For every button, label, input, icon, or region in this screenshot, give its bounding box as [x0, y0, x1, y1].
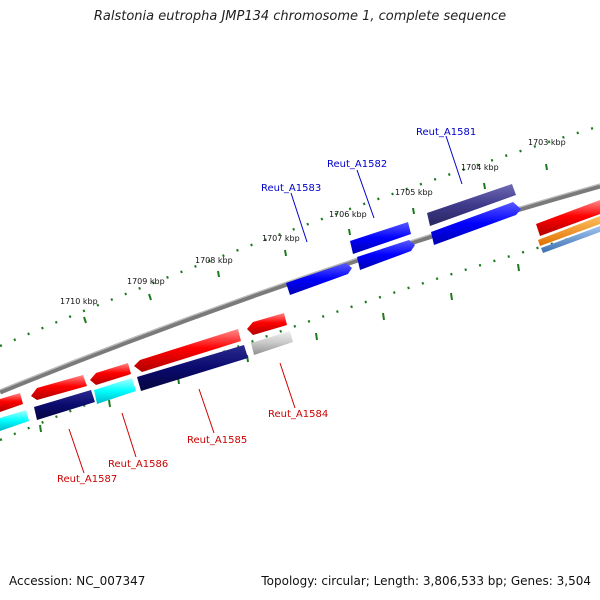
- gene-label-reut-a1586[interactable]: Reut_A1586: [108, 459, 168, 470]
- accession-text: Accession: NC_007347: [9, 574, 146, 588]
- gene-red-edge[interactable]: [0, 393, 23, 412]
- kbp-label: 1707 kbp: [262, 234, 300, 243]
- label-leaders: [68, 135, 463, 474]
- gene-red-short[interactable]: [247, 313, 287, 335]
- gene-label-reut-a1584[interactable]: Reut_A1584: [268, 409, 328, 420]
- kbp-label: 1710 kbp: [60, 297, 98, 306]
- gene-steel-right[interactable]: [541, 226, 600, 253]
- gene-navy[interactable]: [34, 390, 95, 420]
- gene-blue-arrow[interactable]: [431, 202, 521, 245]
- gene-reut-a1581[interactable]: [427, 184, 516, 226]
- gene-label-reut-a1587[interactable]: Reut_A1587: [57, 474, 117, 485]
- kbp-label: 1706 kbp: [329, 210, 367, 219]
- kbp-label: 1704 kbp: [461, 163, 499, 172]
- gene-cyan-edge[interactable]: [0, 410, 29, 431]
- gene-reut-a1584[interactable]: [251, 331, 293, 355]
- gene-navy-long[interactable]: [137, 345, 248, 391]
- gene-orange-right[interactable]: [538, 216, 600, 246]
- gene-reut-a1586[interactable]: [90, 363, 131, 385]
- scale-track-lower: [0, 228, 600, 442]
- scale-track-upper: [0, 124, 600, 348]
- gene-reut-a1585[interactable]: [134, 329, 241, 372]
- gene-reut-a1582[interactable]: [350, 222, 411, 254]
- gene-label-reut-a1581[interactable]: Reut_A1581: [416, 127, 476, 138]
- forward-strand-genes: [286, 184, 600, 295]
- gene-reut-a1583[interactable]: [286, 263, 352, 295]
- kbp-label: 1703 kbp: [528, 138, 566, 147]
- gene-blue-arrow[interactable]: [357, 240, 415, 270]
- gene-cyan[interactable]: [94, 378, 136, 404]
- gene-label-reut-a1583[interactable]: Reut_A1583: [261, 183, 321, 194]
- gene-label-reut-a1582[interactable]: Reut_A1582: [327, 159, 387, 170]
- sequence-summary: Topology: circular; Length: 3,806,533 bp…: [261, 574, 591, 588]
- gene-reut-a1587[interactable]: [31, 375, 87, 400]
- kbp-label: 1709 kbp: [127, 277, 165, 286]
- major-ticks-upper: [83, 163, 548, 324]
- map-title: Ralstonia eutropha JMP134 chromosome 1, …: [93, 9, 507, 24]
- reverse-strand-genes: [0, 313, 293, 431]
- kbp-label: 1705 kbp: [395, 188, 433, 197]
- major-ticks-lower: [39, 263, 520, 433]
- kbp-label: 1708 kbp: [195, 256, 233, 265]
- gene-label-reut-a1585[interactable]: Reut_A1585: [187, 435, 247, 446]
- gene-red-right[interactable]: [536, 200, 600, 236]
